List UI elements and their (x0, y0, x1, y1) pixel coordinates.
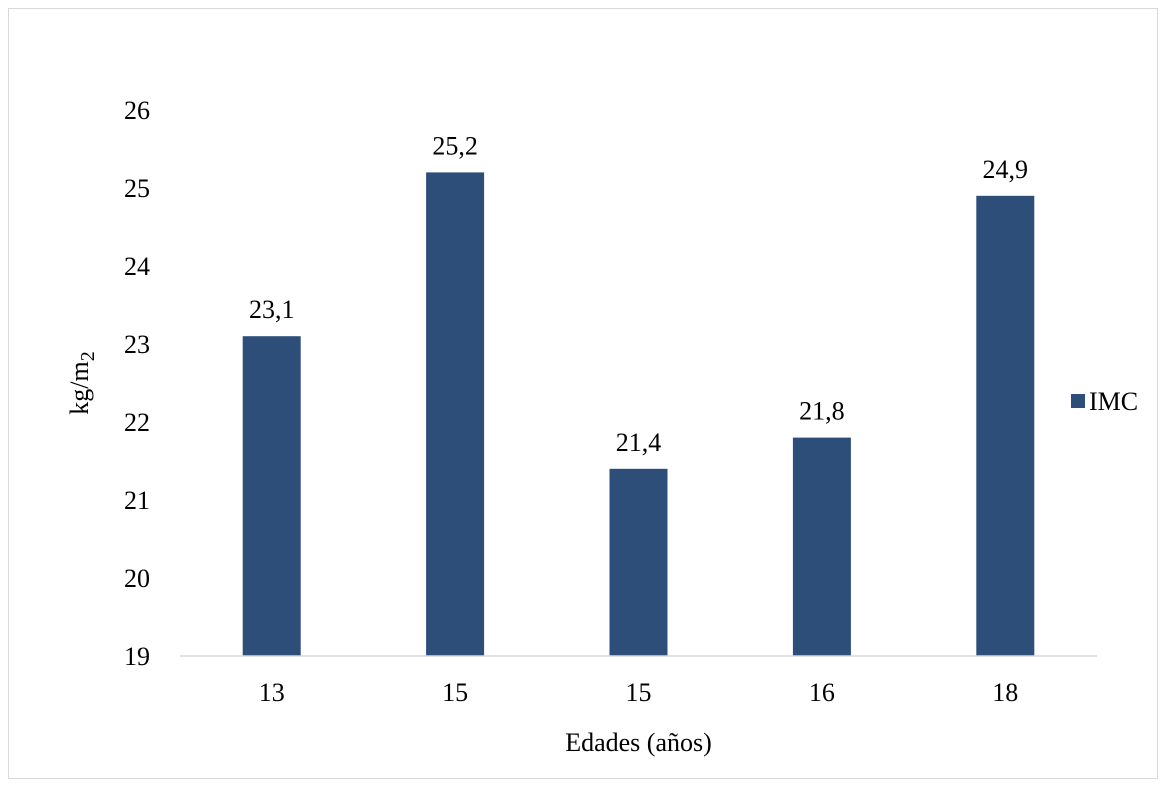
x-tick-label: 15 (442, 678, 468, 707)
legend-swatch (1071, 394, 1085, 408)
data-label: 24,9 (983, 155, 1029, 184)
data-label: 23,1 (249, 295, 295, 324)
y-axis-title-subscript: 2 (77, 351, 99, 361)
y-tick-label: 26 (124, 96, 150, 125)
y-tick-label: 19 (124, 642, 150, 671)
data-labels: 23,1 25,2 21,4 21,8 24,9 (249, 131, 1028, 456)
bar (242, 336, 301, 656)
y-tick-label: 24 (124, 252, 150, 281)
y-tick-label: 25 (124, 174, 150, 203)
x-tick-label: 16 (809, 678, 835, 707)
legend: IMC (1071, 387, 1138, 416)
y-axis-ticks: 19 20 21 22 23 24 25 26 (124, 96, 150, 671)
data-label: 21,4 (616, 428, 662, 457)
bar (426, 172, 485, 656)
bar (792, 437, 851, 656)
y-tick-label: 21 (124, 486, 150, 515)
legend-label: IMC (1089, 387, 1138, 416)
y-axis-title-main: kg/m (65, 361, 94, 414)
x-axis-ticks: 13 15 15 16 18 (259, 678, 1019, 707)
x-tick-label: 13 (259, 678, 285, 707)
bars (242, 172, 1035, 657)
data-label: 25,2 (432, 131, 478, 160)
bar (609, 468, 668, 656)
y-tick-label: 20 (124, 564, 150, 593)
x-axis-title: Edades (años) (565, 728, 712, 757)
x-tick-label: 15 (626, 678, 652, 707)
data-label: 21,8 (799, 397, 845, 426)
bar (976, 195, 1035, 657)
y-axis-title: kg/m2 (65, 351, 99, 414)
x-tick-label: 18 (992, 678, 1018, 707)
chart-frame (8, 8, 1158, 779)
y-tick-label: 23 (124, 330, 150, 359)
y-tick-label: 22 (124, 408, 150, 437)
